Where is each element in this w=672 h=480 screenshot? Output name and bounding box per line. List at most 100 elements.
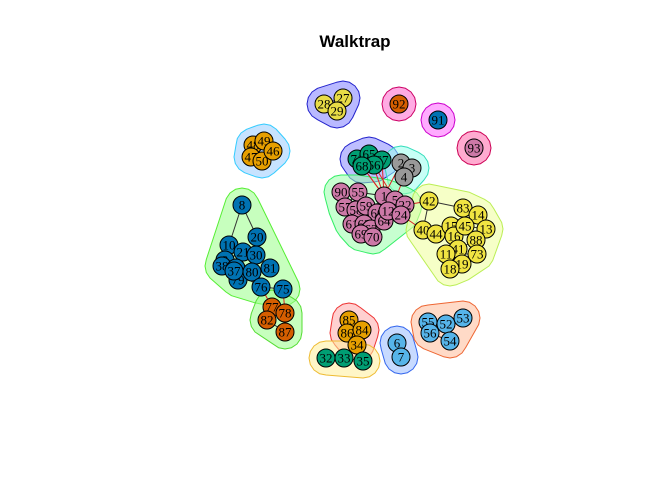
node-circle (440, 259, 460, 279)
node-68: 68 (352, 156, 372, 176)
node-label: 90 (335, 185, 348, 200)
node-label: 33 (338, 351, 351, 366)
node-label: 44 (430, 227, 444, 242)
node-label: 55 (352, 185, 365, 200)
node-label: 76 (255, 280, 269, 295)
node-73: 73 (467, 244, 487, 264)
node-20: 20 (247, 227, 267, 247)
node-92: 92 (389, 94, 409, 114)
node-14: 14 (468, 205, 488, 225)
node-circle (352, 156, 372, 176)
node-54: 54 (440, 331, 460, 351)
node-circle (260, 258, 280, 278)
node-4: 4 (394, 167, 414, 187)
node-7: 7 (391, 347, 411, 367)
node-label: 45 (459, 219, 472, 234)
node-label: 7 (398, 350, 405, 365)
node-circle (467, 244, 487, 264)
node-circle (251, 277, 271, 297)
node-30: 30 (246, 245, 266, 265)
node-label: 35 (357, 354, 370, 369)
node-label: 30 (250, 248, 263, 263)
node-label: 56 (424, 326, 438, 341)
node-46: 46 (263, 141, 283, 161)
node-label: 46 (267, 144, 281, 159)
node-label: 50 (256, 154, 269, 169)
node-label: 27 (337, 91, 351, 106)
nodes-layer: 2827299291934849475046716567666823490555… (212, 88, 496, 371)
node-circle (455, 216, 475, 236)
node-label: 1 (381, 189, 388, 204)
node-75: 75 (273, 279, 293, 299)
node-label: 10 (223, 238, 236, 253)
node-circle (224, 261, 244, 281)
node-81: 81 (260, 258, 280, 278)
node-circle (363, 227, 383, 247)
node-label: 5 (392, 193, 399, 208)
node-circle (419, 191, 439, 211)
node-53: 53 (453, 308, 473, 328)
node-55: 55 (348, 182, 368, 202)
node-label: 3 (409, 161, 416, 176)
node-label: 82 (261, 313, 274, 328)
node-circle (394, 167, 414, 187)
node-93: 93 (464, 138, 484, 158)
node-circle (327, 101, 347, 121)
node-70: 70 (363, 227, 383, 247)
node-87: 87 (275, 322, 295, 342)
node-label: 53 (457, 311, 470, 326)
node-label: 13 (480, 222, 493, 237)
node-91: 91 (428, 110, 448, 130)
node-label: 34 (351, 338, 365, 353)
node-label: 42 (423, 194, 436, 209)
node-label: 84 (356, 323, 370, 338)
node-80: 80 (242, 262, 262, 282)
node-label: 68 (356, 159, 369, 174)
node-circle (263, 141, 283, 161)
node-label: 8 (239, 198, 246, 213)
node-label: 4 (401, 170, 408, 185)
node-circle (391, 205, 411, 225)
node-29: 29 (327, 101, 347, 121)
plot-title: Walktrap (319, 32, 390, 51)
node-label: 86 (341, 326, 355, 341)
node-37: 37 (224, 261, 244, 281)
node-label: 24 (395, 208, 409, 223)
node-33: 33 (334, 348, 354, 368)
node-label: 70 (367, 230, 380, 245)
node-label: 37 (228, 264, 242, 279)
node-circle (389, 94, 409, 114)
node-45: 45 (455, 216, 475, 236)
node-78: 78 (275, 303, 295, 323)
node-label: 54 (444, 334, 458, 349)
node-label: 29 (331, 104, 344, 119)
node-label: 32 (320, 351, 333, 366)
node-circle (464, 138, 484, 158)
node-34: 34 (347, 335, 367, 355)
node-label: 14 (472, 208, 486, 223)
node-76: 76 (251, 277, 271, 297)
node-35: 35 (353, 351, 373, 371)
node-56: 56 (420, 323, 440, 343)
node-label: 92 (393, 97, 406, 112)
node-24: 24 (391, 205, 411, 225)
node-52: 52 (436, 314, 456, 334)
node-label: 80 (246, 265, 259, 280)
node-label: 21 (237, 245, 250, 260)
node-82: 82 (257, 310, 277, 330)
node-label: 78 (279, 306, 292, 321)
node-28: 28 (314, 94, 334, 114)
node-circle (273, 279, 293, 299)
node-circle (257, 310, 277, 330)
node-circle (275, 303, 295, 323)
node-circle (275, 322, 295, 342)
node-11: 11 (436, 244, 456, 264)
node-label: 73 (471, 247, 484, 262)
node-circle (353, 351, 373, 371)
node-circle (334, 348, 354, 368)
node-label: 93 (468, 141, 481, 156)
node-42: 42 (419, 191, 439, 211)
node-label: 81 (264, 261, 277, 276)
node-label: 2 (398, 156, 405, 171)
